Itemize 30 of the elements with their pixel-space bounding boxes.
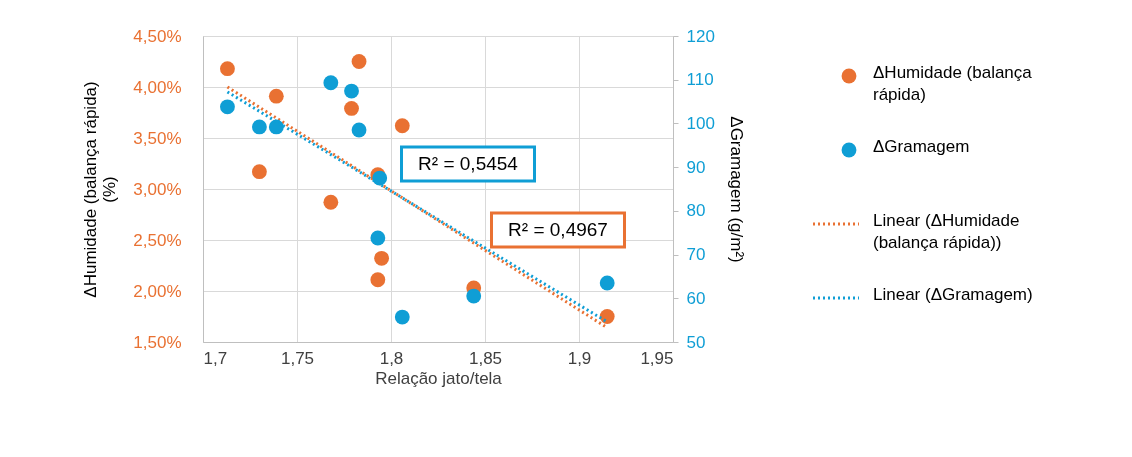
y-tick-label: 3,00% [133, 179, 182, 199]
x-tick-label: 1,8 [379, 348, 404, 368]
x-tick-label: 1,9 [567, 348, 592, 368]
x-tick-label: 1,95 [640, 348, 674, 368]
y2-axis-title: ΔGramagem (g/m²) [726, 116, 746, 263]
y-tick-label: 3,50% [133, 128, 182, 148]
legend-label: ΔGramagem [873, 137, 970, 156]
y2-tick-label: 60 [686, 288, 706, 308]
y2-tick-label: 70 [686, 245, 706, 265]
y-tick-label: 2,50% [133, 230, 182, 250]
y2-tick-label: 90 [686, 157, 706, 177]
y-axis-title: ΔHumidade (balança rápida) (%) [81, 81, 120, 298]
annotation: R² = 0,4967 [508, 219, 608, 240]
legend-label: ΔHumidade (balança rápida) [873, 63, 1033, 104]
annotation: R² = 0,5454 [418, 153, 519, 174]
y2-tick-label: 50 [686, 332, 706, 352]
y-tick-label: 4,00% [133, 77, 182, 97]
x-tick-label: 1,7 [203, 348, 228, 368]
legend-label: Linear (ΔGramagem) [873, 285, 1033, 304]
y-tick-label: 4,50% [133, 26, 182, 46]
y2-tick-label: 110 [686, 70, 714, 90]
y2-tick-label: 80 [686, 201, 706, 221]
x-tick-label: 1,75 [280, 348, 315, 368]
y-tick-label: 1,50% [133, 332, 182, 352]
y2-tick-label: 120 [686, 26, 715, 46]
x-tick-label: 1,85 [468, 348, 503, 368]
x-axis-title: Relação jato/tela [375, 368, 503, 388]
y-tick-label: 2,00% [133, 281, 182, 301]
y2-tick-label: 100 [686, 113, 715, 133]
legend-label: Linear (ΔHumidade (balança rápida)) [873, 211, 1020, 252]
